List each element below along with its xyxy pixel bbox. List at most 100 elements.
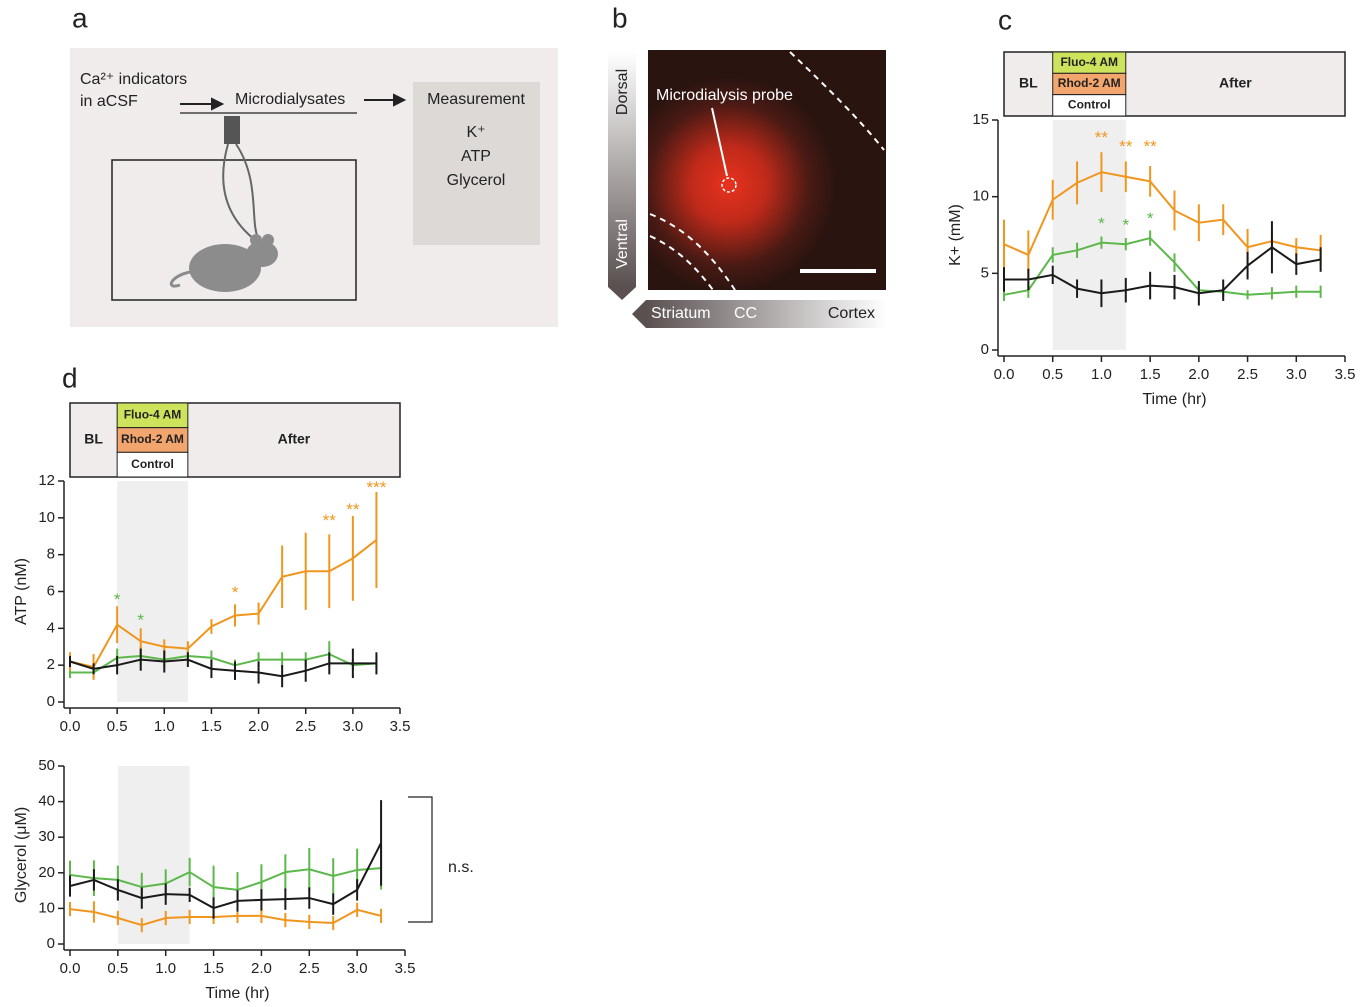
legend-label: Control [131, 457, 174, 471]
y-tick-label: 4 [47, 619, 55, 636]
probe-pointer [711, 107, 728, 177]
flow-label: Microdialysates [235, 91, 345, 108]
legend-label: Rhod-2 AM [121, 432, 184, 446]
panel-label: b [612, 2, 628, 33]
probe-label: Microdialysis probe [656, 87, 793, 104]
x-tick-label: 2.0 [248, 718, 269, 735]
axis-direction: Dorsal [614, 69, 631, 115]
horizontal-axis-bar [646, 300, 886, 328]
y-tick-label: 30 [38, 828, 55, 845]
region-label: Striatum [651, 305, 711, 322]
phase-label: After [1219, 75, 1252, 91]
legend-label: Rhod-2 AM [1058, 76, 1121, 90]
significance-mark: * [1098, 214, 1105, 233]
x-tick-label: 3.0 [342, 718, 363, 735]
significance-mark: ** [1144, 137, 1158, 156]
x-tick-label: 0.0 [994, 366, 1015, 383]
x-tick-label: 1.5 [201, 718, 222, 735]
significance-mark: *** [366, 478, 386, 497]
probe-site [721, 177, 737, 193]
probe [224, 116, 240, 144]
region-boundaries [649, 51, 885, 291]
axis-direction: Ventral [614, 219, 631, 269]
legend-label: Control [1068, 98, 1111, 112]
input-label: in aCSF [80, 93, 138, 110]
y-tick-label: 8 [47, 546, 55, 563]
y-tick-label: 0 [981, 341, 989, 358]
series-line [1004, 246, 1321, 295]
measure-item: K⁺ [466, 124, 485, 141]
significance-mark: * [137, 610, 144, 629]
measurement-box [413, 82, 540, 245]
significance-mark: ** [1095, 128, 1109, 147]
cage [111, 159, 357, 301]
series-line [69, 539, 378, 669]
significance-mark: ** [346, 500, 360, 519]
significance-mark: * [1122, 215, 1129, 234]
series-line [70, 653, 377, 674]
x-axis-label: Time (hr) [1142, 391, 1206, 408]
legend-label: Fluo-4 AM [1060, 55, 1118, 69]
y-tick-label: 6 [47, 582, 55, 599]
significance-bracket [408, 796, 433, 923]
panel-label: a [72, 2, 88, 33]
x-tick-label: 1.0 [155, 960, 176, 977]
y-tick-label: 15 [972, 111, 989, 128]
y-tick-label: 50 [38, 757, 55, 774]
panel-label: d [62, 362, 78, 393]
significance-mark: * [114, 590, 121, 609]
y-tick-label: 12 [38, 472, 55, 489]
y-tick-label: 20 [38, 864, 55, 881]
treatment-shade [117, 766, 190, 944]
fluorescence-image [648, 50, 886, 290]
box-title: Measurement [427, 91, 525, 108]
bracket-label: n.s. [448, 859, 474, 876]
y-tick-label: 10 [38, 509, 55, 526]
series-line [69, 842, 382, 910]
y-tick-label: 0 [47, 693, 55, 710]
phase-label: BL [1019, 75, 1038, 91]
region-label: Cortex [828, 305, 875, 322]
x-tick-label: 3.5 [395, 960, 416, 977]
vertical-axis-arrow [608, 287, 636, 300]
mouse [169, 234, 278, 292]
input-label: Ca²⁺ indicators [80, 71, 187, 88]
x-tick-label: 1.0 [1091, 366, 1112, 383]
y-tick-label: 2 [47, 656, 55, 673]
phase-label: BL [84, 431, 103, 447]
tubing [222, 143, 259, 241]
series-line [69, 908, 382, 927]
phase-label: After [278, 431, 311, 447]
series-line [1003, 171, 1321, 257]
significance-mark: * [232, 583, 239, 602]
x-tick-label: 0.5 [107, 718, 128, 735]
x-tick-label: 2.5 [299, 960, 320, 977]
panel-label: c [998, 4, 1012, 35]
x-tick-label: 2.0 [1188, 366, 1209, 383]
significance-mark: ** [1119, 137, 1133, 156]
x-tick-label: 1.0 [154, 718, 175, 735]
y-axis-label: K+ (mM) [947, 204, 964, 266]
x-tick-label: 1.5 [1140, 366, 1161, 383]
x-tick-label: 2.5 [295, 718, 316, 735]
x-tick-label: 0.5 [1042, 366, 1063, 383]
significance-mark: ** [323, 511, 337, 530]
y-tick-label: 10 [38, 899, 55, 916]
x-tick-label: 3.0 [347, 960, 368, 977]
x-axis-label: Time (hr) [205, 985, 269, 1002]
significance-mark: * [1147, 209, 1154, 228]
y-tick-label: 40 [38, 793, 55, 810]
legend-cell [1052, 94, 1127, 117]
y-tick-label: 0 [47, 935, 55, 952]
legend-label: Fluo-4 AM [124, 408, 182, 422]
region-label: CC [734, 305, 757, 322]
x-tick-label: 3.0 [1286, 366, 1307, 383]
x-tick-label: 0.0 [60, 718, 81, 735]
series-line [69, 867, 382, 891]
x-tick-label: 3.5 [390, 718, 411, 735]
x-tick-label: 3.5 [1335, 366, 1356, 383]
treatment-shade [117, 481, 188, 702]
horizontal-axis-arrow [632, 300, 646, 328]
treatment-shade [1052, 120, 1126, 350]
